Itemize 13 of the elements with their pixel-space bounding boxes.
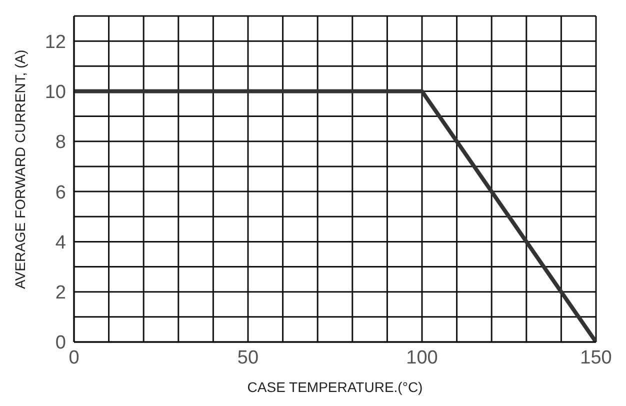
y-tick-label: 0 bbox=[55, 332, 66, 354]
x-axis-title: CASE TEMPERATURE.(°C) bbox=[247, 379, 423, 395]
x-tick-label: 100 bbox=[406, 347, 438, 368]
x-tick-label: 150 bbox=[580, 347, 612, 368]
y-tick-label: 8 bbox=[55, 132, 66, 154]
x-tick-label: 0 bbox=[68, 347, 80, 368]
y-tick-label: 10 bbox=[44, 82, 66, 103]
y-axis-title: AVERAGE FORWARD CURRENT, (A) bbox=[12, 50, 28, 289]
y-tick-label: 6 bbox=[55, 182, 66, 204]
y-tick-label: 4 bbox=[55, 232, 66, 254]
x-tick-label: 50 bbox=[237, 347, 259, 368]
y-tick-label: 2 bbox=[55, 282, 66, 304]
y-tick-label: 12 bbox=[44, 32, 66, 53]
